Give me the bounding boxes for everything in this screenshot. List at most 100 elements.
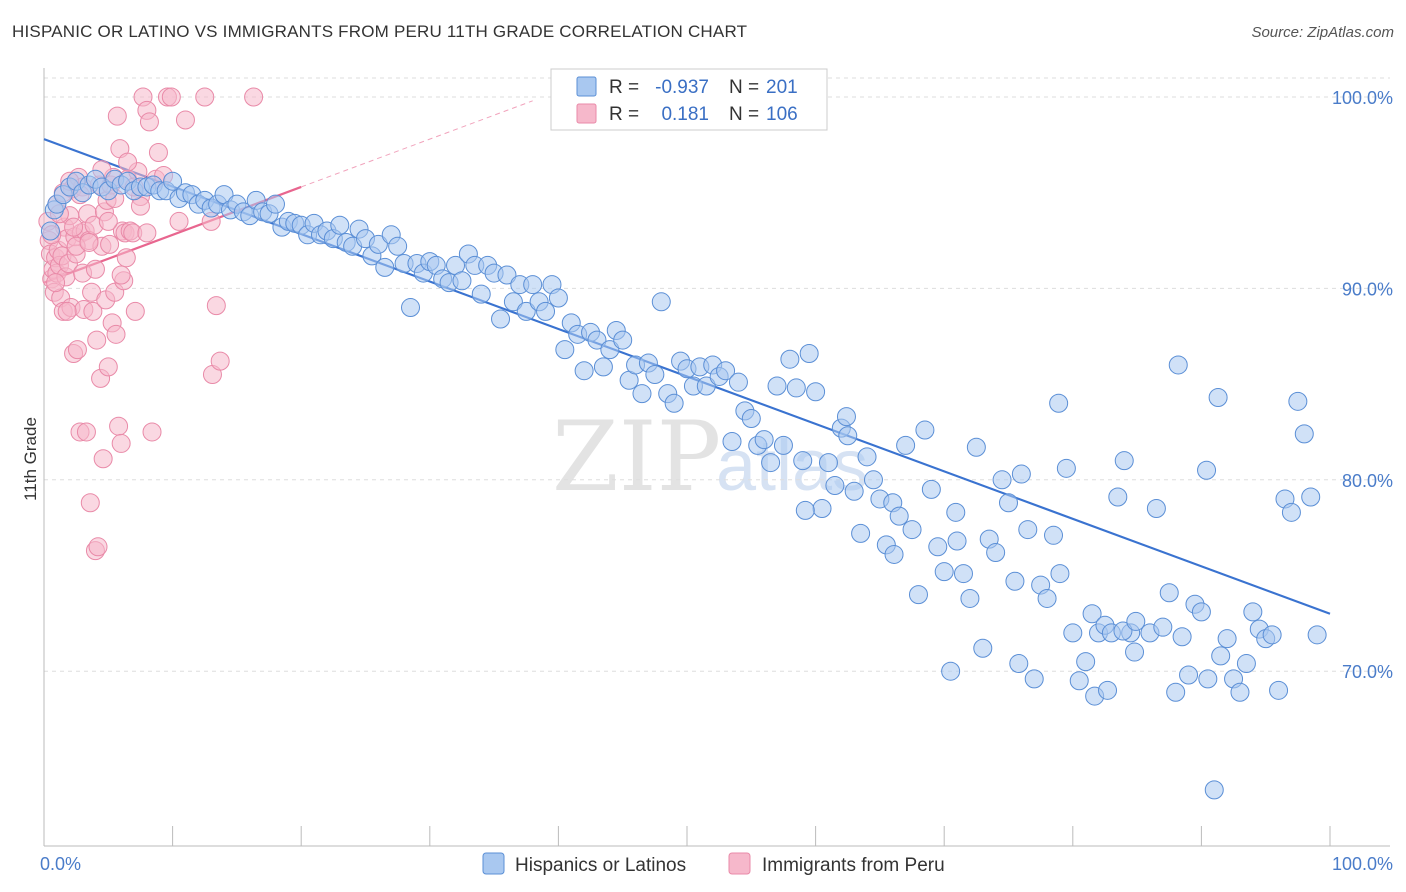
source-credit: Source: ZipAtlas.com bbox=[1251, 24, 1394, 41]
point-hispanic-151 bbox=[1005, 571, 1025, 591]
legend-r-label-2: R = bbox=[609, 104, 639, 125]
point-hispanic-137 bbox=[915, 420, 935, 440]
point-peru-78 bbox=[175, 110, 195, 130]
point-hispanic-186 bbox=[1179, 665, 1199, 685]
point-peru-101 bbox=[46, 273, 66, 293]
point-hispanic-158 bbox=[1050, 564, 1070, 584]
point-hispanic-112 bbox=[754, 430, 774, 450]
point-hispanic-93 bbox=[632, 384, 652, 404]
point-hispanic-108 bbox=[728, 372, 748, 392]
point-hispanic-163 bbox=[1082, 604, 1102, 624]
point-hispanic-139 bbox=[928, 537, 948, 557]
point-hispanic-75 bbox=[516, 301, 536, 321]
y-tick-label-2: 80.0% bbox=[1342, 471, 1393, 491]
point-peru-76 bbox=[161, 87, 181, 107]
point-peru-82 bbox=[206, 296, 226, 316]
point-hispanic-57 bbox=[401, 298, 421, 318]
point-hispanic-128 bbox=[857, 447, 877, 467]
point-peru-104 bbox=[64, 217, 84, 237]
legend-swatch-pink bbox=[576, 103, 597, 124]
point-hispanic-115 bbox=[773, 435, 793, 455]
point-hispanic-95 bbox=[645, 365, 665, 385]
legend-r-value-1: -0.937 bbox=[655, 77, 709, 98]
point-peru-55 bbox=[109, 416, 129, 436]
point-hispanic-207 bbox=[1168, 355, 1188, 375]
point-hispanic-150 bbox=[999, 493, 1018, 513]
point-hispanic-117 bbox=[786, 378, 806, 398]
y-tick-label-1: 90.0% bbox=[1342, 279, 1393, 299]
watermark-zip: ZIP bbox=[552, 401, 721, 513]
correlation-legend: R = -0.937 N = 201 R = 0.181 N = 106 bbox=[550, 68, 828, 131]
point-hispanic-0 bbox=[40, 221, 60, 241]
point-peru-30 bbox=[76, 422, 96, 442]
point-hispanic-178 bbox=[1113, 621, 1133, 641]
point-peru-54 bbox=[107, 106, 127, 126]
point-hispanic-119 bbox=[799, 343, 819, 363]
point-hispanic-73 bbox=[503, 292, 523, 312]
point-hispanic-55 bbox=[388, 236, 408, 256]
point-peru-95 bbox=[111, 265, 131, 285]
point-peru-48 bbox=[100, 234, 120, 254]
point-hispanic-103 bbox=[696, 376, 716, 396]
point-hispanic-138 bbox=[921, 479, 941, 499]
point-peru-99 bbox=[137, 223, 157, 243]
point-hispanic-162 bbox=[1076, 652, 1096, 672]
point-hispanic-113 bbox=[761, 453, 781, 473]
point-hispanic-145 bbox=[966, 437, 986, 457]
legend-swatch-peru bbox=[728, 852, 751, 875]
point-hispanic-110 bbox=[741, 409, 761, 429]
point-hispanic-80 bbox=[548, 288, 568, 308]
point-hispanic-175 bbox=[1049, 393, 1069, 413]
point-hispanic-114 bbox=[767, 376, 787, 396]
point-hispanic-78 bbox=[536, 301, 556, 321]
point-peru-79 bbox=[195, 87, 215, 107]
point-hispanic-125 bbox=[838, 426, 858, 446]
point-hispanic-142 bbox=[947, 531, 967, 551]
point-peru-39 bbox=[88, 537, 108, 557]
legend-n-label-2: N = bbox=[729, 104, 759, 125]
point-peru-35 bbox=[83, 301, 103, 321]
point-hispanic-36 bbox=[265, 194, 285, 214]
point-hispanic-68 bbox=[471, 284, 491, 304]
point-hispanic-172 bbox=[884, 544, 904, 564]
point-hispanic-149 bbox=[992, 470, 1012, 490]
point-hispanic-177 bbox=[1098, 680, 1118, 700]
point-hispanic-144 bbox=[960, 588, 980, 608]
point-hispanic-122 bbox=[818, 453, 838, 473]
point-hispanic-160 bbox=[1063, 623, 1083, 643]
point-peru-61 bbox=[116, 248, 136, 268]
x-tick-label-min: 0.0% bbox=[40, 854, 81, 874]
point-hispanic-205 bbox=[1301, 487, 1321, 507]
point-hispanic-134 bbox=[896, 435, 916, 455]
trend-line-peru-extension bbox=[301, 100, 533, 188]
point-hispanic-146 bbox=[973, 638, 993, 658]
point-peru-57 bbox=[111, 433, 131, 453]
point-peru-38 bbox=[87, 330, 107, 350]
point-hispanic-208 bbox=[1126, 611, 1146, 631]
y-axis-label: 11th Grade bbox=[21, 417, 40, 501]
point-hispanic-123 bbox=[825, 476, 845, 496]
point-hispanic-72 bbox=[497, 265, 517, 285]
legend-r-label-1: R = bbox=[609, 77, 639, 98]
point-hispanic-106 bbox=[716, 361, 736, 381]
point-hispanic-181 bbox=[1146, 499, 1166, 519]
legend-label-peru: Immigrants from Peru bbox=[762, 855, 945, 876]
point-hispanic-194 bbox=[1230, 682, 1250, 702]
point-hispanic-174 bbox=[1009, 654, 1029, 674]
legend-n-value-2: 106 bbox=[766, 104, 798, 125]
point-peru-71 bbox=[142, 422, 162, 442]
point-hispanic-136 bbox=[908, 585, 928, 605]
legend-box bbox=[550, 68, 828, 131]
point-hispanic-71 bbox=[491, 309, 511, 329]
point-hispanic-173 bbox=[946, 502, 966, 522]
point-hispanic-203 bbox=[1288, 391, 1308, 411]
point-peru-103 bbox=[57, 301, 77, 321]
point-hispanic-133 bbox=[889, 506, 909, 526]
point-hispanic-88 bbox=[600, 340, 620, 360]
point-hispanic-191 bbox=[1211, 646, 1231, 666]
point-peru-77 bbox=[169, 211, 189, 231]
point-peru-90 bbox=[79, 232, 99, 252]
point-hispanic-200 bbox=[1269, 680, 1289, 700]
point-hispanic-188 bbox=[1191, 602, 1211, 622]
point-hispanic-179 bbox=[1125, 642, 1145, 662]
